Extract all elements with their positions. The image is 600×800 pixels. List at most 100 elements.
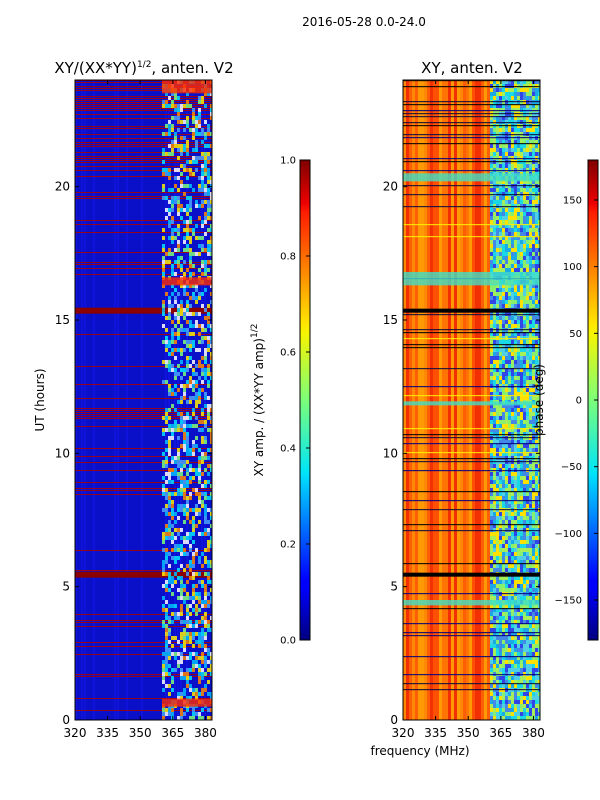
right-band-cell [516, 180, 520, 184]
left-band-cell [167, 188, 171, 192]
right-band-cell [492, 712, 496, 716]
right-band-cell [522, 584, 526, 588]
left-band-cell [191, 508, 195, 512]
right-band-cell [507, 376, 511, 380]
right-band-cell [510, 264, 514, 268]
left-colorbar-tick-label: 0.4 [280, 444, 296, 455]
right-band-cell [489, 412, 493, 416]
left-band-cell [200, 452, 204, 456]
right-band-cell [504, 628, 508, 632]
right-flag-band [403, 308, 540, 313]
right-band-cell [510, 408, 514, 412]
right-column-streak [445, 80, 448, 720]
right-band-cell [507, 324, 511, 328]
right-band-cell [492, 564, 496, 568]
right-band-cell [510, 304, 514, 308]
left-band-cell [161, 460, 165, 464]
right-band-cell [528, 476, 532, 480]
left-band-cell [164, 92, 168, 96]
right-band-cell [531, 496, 535, 500]
right-band-cell [522, 388, 526, 392]
right-band-cell [498, 288, 502, 292]
left-band-cell [206, 528, 210, 532]
right-band-cell [498, 540, 502, 544]
left-band-cell [197, 340, 201, 344]
right-band-cell [504, 560, 508, 564]
left-flag-band [75, 571, 212, 578]
left-band-cell [200, 272, 204, 276]
right-band-cell [510, 412, 514, 416]
right-band-cell [522, 380, 526, 384]
left-band-cell [185, 448, 189, 452]
left-flag-row [75, 698, 212, 699]
right-band-cell [519, 396, 523, 400]
left-band-cell [200, 356, 204, 360]
right-band-cell [510, 212, 514, 216]
left-flag-row [75, 398, 212, 399]
right-band-cell [504, 696, 508, 700]
right-band-cell [519, 676, 523, 680]
right-band-cell [516, 664, 520, 668]
right-band-cell [501, 356, 505, 360]
right-band-cell [528, 544, 532, 548]
left-band-cell [200, 172, 204, 176]
left-band-cell [209, 656, 212, 660]
right-band-cell [504, 440, 508, 444]
right-band-cell [513, 228, 517, 232]
right-band-cell [489, 632, 493, 636]
right-band-cell [516, 676, 520, 680]
right-x-tick-label: 380 [522, 726, 545, 740]
left-band-cell [179, 348, 183, 352]
left-band-cell [164, 548, 168, 552]
left-band-cell [194, 488, 198, 492]
left-band-cell [182, 120, 186, 124]
right-band-cell [525, 552, 529, 556]
right-band-cell [492, 644, 496, 648]
right-band-cell [525, 704, 529, 708]
right-band-cell [516, 532, 520, 536]
right-band-cell [498, 668, 502, 672]
right-band-cell [531, 116, 535, 120]
right-band-cell [495, 220, 499, 224]
right-band-cell [513, 656, 517, 660]
right-band-cell [531, 232, 535, 236]
right-band-cell [492, 392, 496, 396]
left-band-cell [164, 412, 168, 416]
right-band-cell [504, 320, 508, 324]
right-band-cell [525, 692, 529, 696]
right-band-cell [489, 332, 493, 336]
left-band-cell [179, 472, 183, 476]
left-band-cell [206, 564, 210, 568]
left-band-cell [161, 308, 165, 312]
right-band-cell [501, 580, 505, 584]
right-band-cell [525, 708, 529, 712]
left-band-cell [161, 624, 165, 628]
left-band-cell [197, 216, 201, 220]
left-band-cell [182, 484, 186, 488]
left-band-cell [188, 340, 192, 344]
right-band-cell [516, 268, 520, 272]
right-band-cell [489, 364, 493, 368]
right-band-cell [519, 520, 523, 524]
right-band-cell [513, 360, 517, 364]
right-band-cell [519, 580, 523, 584]
right-band-cell [531, 452, 535, 456]
right-band-cell [507, 516, 511, 520]
right-band-cell [507, 256, 511, 260]
left-band-cell [209, 372, 212, 376]
left-band-cell [194, 656, 198, 660]
right-band-cell [528, 232, 532, 236]
right-band-cell [525, 504, 529, 508]
right-band-cell [489, 668, 493, 672]
right-flag-row [403, 224, 540, 226]
right-band-cell [513, 612, 517, 616]
left-band-cell [176, 228, 180, 232]
right-band-cell [498, 632, 502, 636]
right-band-cell [522, 288, 526, 292]
left-band-cell [206, 344, 210, 348]
right-band-cell [510, 520, 514, 524]
right-band-cell [534, 188, 538, 192]
right-band-cell [498, 476, 502, 480]
right-band-cell [504, 220, 508, 224]
left-band-cell [170, 580, 174, 584]
